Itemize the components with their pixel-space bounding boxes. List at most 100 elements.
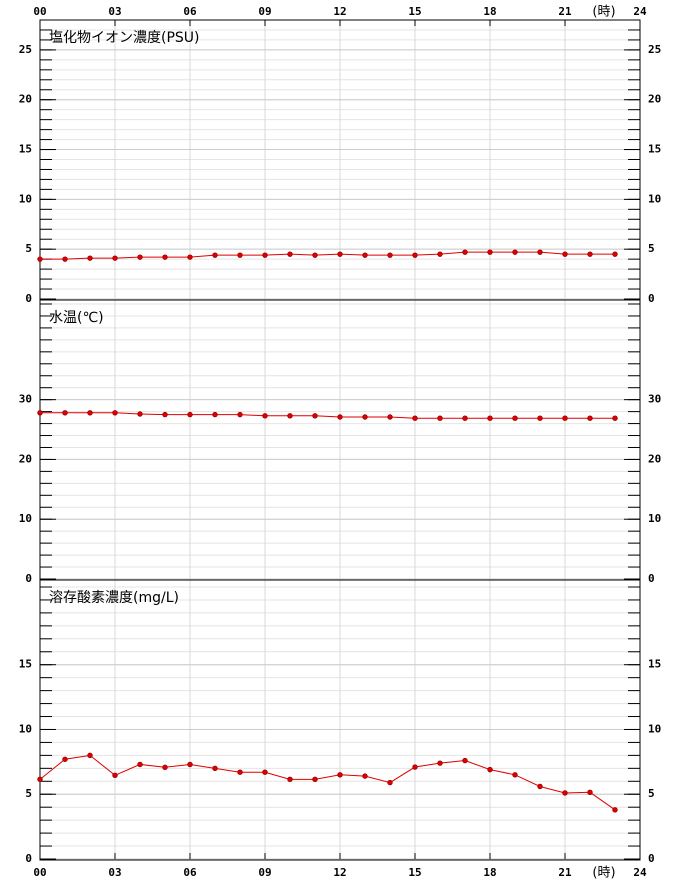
panel-title: 水温(℃) (49, 310, 104, 326)
y-tick-label: 15 (648, 658, 661, 671)
y-tick-label: 15 (19, 658, 32, 671)
data-point (62, 410, 68, 416)
y-tick-label: 0 (25, 572, 32, 585)
x-tick-label: 12 (333, 5, 346, 18)
y-tick-label: 25 (648, 43, 661, 56)
data-point (437, 251, 443, 257)
data-point (37, 410, 43, 416)
data-point (212, 765, 218, 772)
data-point (337, 414, 343, 420)
data-point (262, 769, 268, 775)
data-point (287, 413, 293, 419)
data-point (162, 254, 168, 260)
y-tick-label: 30 (648, 393, 661, 406)
data-point (612, 251, 618, 257)
data-point (87, 255, 93, 261)
data-point (62, 256, 68, 262)
data-point (112, 410, 118, 416)
y-tick-label: 10 (19, 192, 32, 205)
data-point (412, 252, 418, 258)
data-point (312, 413, 318, 419)
data-point (362, 773, 368, 779)
data-point (412, 764, 418, 770)
x-tick-label: 24 (633, 5, 647, 18)
data-point (112, 772, 118, 779)
data-point (187, 761, 193, 768)
data-point (112, 255, 118, 261)
y-tick-label: 10 (648, 192, 661, 205)
data-line (40, 412, 615, 419)
data-point (537, 249, 543, 255)
data-point (512, 249, 518, 255)
y-tick-label: 10 (19, 722, 32, 735)
y-tick-label: 20 (648, 452, 661, 465)
data-point (212, 411, 218, 418)
data-point (387, 414, 393, 420)
data-point (512, 415, 518, 421)
data-point (187, 254, 193, 260)
data-point (162, 764, 168, 770)
data-point (487, 415, 493, 421)
panel-title: 塩化物イオン濃度(PSU) (49, 30, 200, 46)
x-tick-label: 09 (258, 866, 271, 879)
x-tick-label: 18 (483, 5, 496, 18)
y-tick-label: 10 (648, 722, 661, 735)
y-tick-label: 15 (19, 143, 32, 156)
data-point (487, 766, 493, 773)
data-point (387, 779, 393, 786)
data-point (262, 413, 268, 419)
y-tick-label: 30 (19, 393, 32, 406)
data-point (412, 415, 418, 421)
data-point (537, 783, 543, 790)
data-point (587, 789, 593, 795)
data-point (487, 249, 493, 255)
data-point (537, 415, 543, 421)
data-point (587, 415, 593, 421)
data-point (462, 249, 468, 255)
y-tick-label: 5 (648, 242, 655, 255)
data-line (40, 251, 615, 260)
data-point (612, 415, 618, 421)
y-tick-label: 20 (19, 452, 32, 465)
data-line (39, 754, 616, 811)
x-tick-label: 06 (183, 866, 197, 879)
x-tick-label: 00 (33, 866, 46, 879)
y-tick-label: 10 (19, 512, 32, 525)
data-point (337, 772, 343, 778)
x-tick-label: 15 (408, 866, 421, 879)
data-point (37, 776, 43, 783)
y-tick-label: 0 (648, 572, 655, 585)
y-tick-label: 0 (648, 292, 655, 305)
data-point (87, 752, 93, 759)
x-tick-label: 00 (33, 5, 46, 18)
x-tick-label: 03 (108, 5, 121, 18)
y-tick-label: 20 (19, 93, 32, 106)
x-tick-label: 09 (258, 5, 271, 18)
y-tick-label: 5 (25, 787, 32, 800)
data-point (387, 252, 393, 258)
y-tick-label: 20 (648, 93, 661, 106)
x-axis-label: (時) (592, 5, 615, 20)
x-tick-label: 03 (108, 866, 121, 879)
data-point (137, 761, 143, 768)
x-axis-label: (時) (592, 866, 615, 880)
x-tick-label: 15 (408, 5, 421, 18)
data-point (137, 411, 143, 417)
data-point (587, 251, 593, 257)
data-point (287, 251, 293, 257)
data-point (312, 776, 318, 783)
data-point (337, 251, 343, 257)
data-point (237, 411, 243, 418)
y-tick-label: 0 (25, 852, 32, 865)
y-tick-label: 5 (25, 242, 32, 255)
data-point (212, 252, 218, 258)
data-point (162, 411, 168, 418)
x-tick-label: 18 (483, 866, 496, 879)
data-point (437, 760, 443, 766)
plot-frame (39, 579, 641, 861)
data-point (262, 252, 268, 258)
data-point (462, 757, 468, 764)
y-tick-label: 0 (25, 292, 32, 305)
data-point (462, 415, 468, 421)
